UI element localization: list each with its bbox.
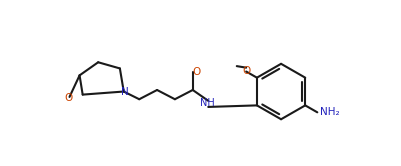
Text: N: N [121,86,128,97]
Text: NH₂: NH₂ [320,107,340,117]
Text: O: O [65,93,73,103]
Text: O: O [192,67,201,77]
Text: NH: NH [200,98,215,108]
Text: O: O [242,66,250,76]
